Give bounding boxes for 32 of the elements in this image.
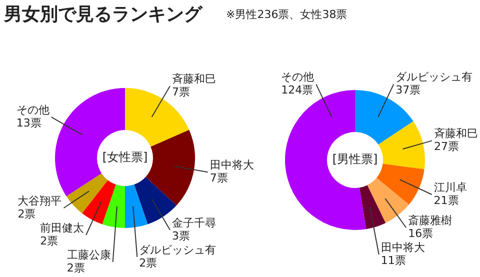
text: [女性票] xyxy=(102,150,148,164)
data-label: 2票 xyxy=(139,256,158,270)
slice-label: 田中将大 xyxy=(210,158,254,172)
slice-label: 金子千尋 xyxy=(172,216,216,230)
data-label: 124票 xyxy=(281,84,314,97)
slice-label: 江川卓 xyxy=(434,180,467,194)
slice-label: その他 xyxy=(281,70,314,84)
data-label: 11票 xyxy=(380,254,406,268)
data-label: 3票 xyxy=(172,229,190,242)
data-label: 37票 xyxy=(396,84,421,97)
data-label: 7票 xyxy=(210,172,228,185)
slice-label: 大谷翔平 xyxy=(18,194,62,208)
data-label: 21票 xyxy=(434,194,459,207)
slice-label: 斎藤雅樹 xyxy=(408,214,452,228)
data-label: 13票 xyxy=(16,116,42,130)
chart-title: 男女別で見るランキング xyxy=(4,3,202,26)
data-label: 2票 xyxy=(18,207,36,220)
slice-label: 前田健太 xyxy=(40,221,84,234)
slice-label: ダルビッシュ有 xyxy=(139,243,216,256)
slice-label: 工藤公康 xyxy=(66,248,111,262)
data-label: 16票 xyxy=(408,227,434,240)
slice-label: 田中将大 xyxy=(380,241,425,254)
slice-label: ダルビッシュ有 xyxy=(396,70,473,84)
data-label: 7票 xyxy=(172,85,190,98)
text: ※男性236票、女性38票 xyxy=(226,7,348,22)
data-label: 27票 xyxy=(434,140,459,154)
slice-label: 斉藤和巳 xyxy=(434,127,478,140)
data-label: 2票 xyxy=(40,234,58,248)
text: [男性票] xyxy=(332,152,378,166)
data-label: 2票 xyxy=(66,261,85,274)
slice-label: その他 xyxy=(16,103,50,116)
slice-label: 斉藤和巳 xyxy=(172,72,216,86)
